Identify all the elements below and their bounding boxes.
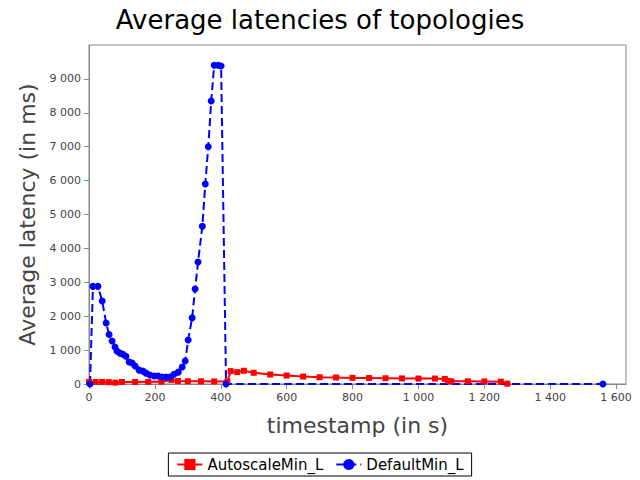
svg-text:1 400: 1 400 [534,391,566,404]
svg-text:800: 800 [342,391,363,404]
svg-text:DefaultMin_L: DefaultMin_L [366,456,464,475]
svg-text:1 000: 1 000 [50,344,82,357]
svg-text:8 000: 8 000 [50,106,82,119]
svg-text:5 000: 5 000 [50,208,82,221]
svg-text:1 000: 1 000 [403,391,435,404]
svg-text:4 000: 4 000 [50,242,82,255]
svg-text:Average latencies of topologie: Average latencies of topologies [116,5,524,35]
svg-text:3 000: 3 000 [50,276,82,289]
svg-text:7 000: 7 000 [50,140,82,153]
svg-text:6 000: 6 000 [50,174,82,187]
svg-text:0: 0 [74,378,81,391]
svg-text:400: 400 [210,391,231,404]
svg-text:1 600: 1 600 [600,391,632,404]
svg-text:AutoscaleMin_L: AutoscaleMin_L [207,456,324,475]
svg-text:timestamp (in s): timestamp (in s) [267,413,448,438]
svg-text:Average latency (in ms): Average latency (in ms) [15,83,40,345]
svg-text:600: 600 [276,391,297,404]
svg-text:0: 0 [86,391,93,404]
svg-text:200: 200 [144,391,165,404]
svg-text:1 200: 1 200 [469,391,501,404]
svg-text:2 000: 2 000 [50,310,82,323]
svg-text:9 000: 9 000 [50,72,82,85]
